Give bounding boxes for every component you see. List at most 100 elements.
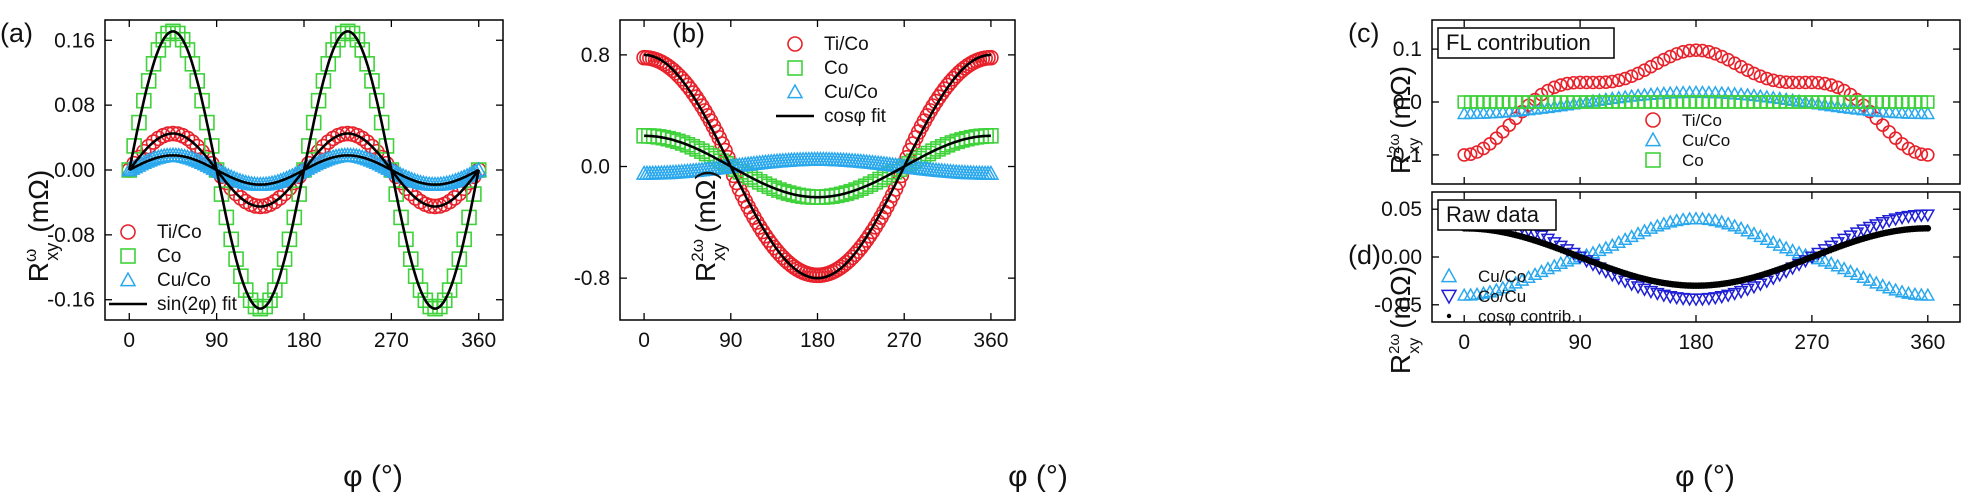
data-point-d-1 xyxy=(1727,287,1742,301)
data-point-a-1 xyxy=(305,114,322,131)
data-point-a-1 xyxy=(398,231,414,248)
panel-a: (a) 0 90 180 270 360 -0.16 -0.08 0.00 0.08 0.16 Ti… xyxy=(0,18,504,493)
data-point-b-0 xyxy=(685,85,702,101)
y-label-main-d: R xyxy=(1385,354,1416,374)
data-point-d-0 xyxy=(1540,261,1556,275)
y-label-main-c: R xyxy=(1385,154,1416,174)
data-point-d-0 xyxy=(1495,280,1511,294)
data-point-c-0 xyxy=(1657,52,1671,67)
data-point-c-0 xyxy=(1547,80,1562,95)
panel-c: (c) -0.1 0.0 0.1 FL contribution Ti/CoCu/CoC… xyxy=(1348,18,1961,185)
data-point-a-1 xyxy=(252,300,269,317)
data-point-a-1 xyxy=(286,209,303,226)
data-point-d-0 xyxy=(1888,282,1903,296)
data-point-c-0 xyxy=(1605,74,1620,89)
plot-b-area: 0 90 180 270 360 -0.8 0.0 0.8 Ti/Co Co Cu/Co cosφ f… xyxy=(574,19,1016,352)
data-point-d-0 xyxy=(1894,284,1910,298)
data-point-a-1 xyxy=(203,138,220,154)
data-point-a-1 xyxy=(276,251,293,267)
data-point-d-0 xyxy=(1605,237,1620,251)
data-point-a-1 xyxy=(271,268,288,285)
data-point-d-1 xyxy=(1875,216,1891,231)
data-point-d-0 xyxy=(1823,255,1839,269)
legend-marker-icon-a xyxy=(120,248,136,264)
data-point-c-0 xyxy=(1470,145,1484,159)
data-point-a-1 xyxy=(165,23,181,40)
legend-label-c: Ti/Co xyxy=(1682,111,1722,130)
data-point-a-1 xyxy=(174,31,191,48)
data-point-a-1 xyxy=(213,186,230,202)
y-tick-label-a: 0.16 xyxy=(54,29,95,52)
data-point-c-0 xyxy=(1714,49,1729,64)
data-point-a-1 xyxy=(436,292,453,309)
legend-label-d: Cu/Co xyxy=(1478,267,1526,286)
data-point-d-0 xyxy=(1598,240,1614,254)
data-point-a-1 xyxy=(369,92,385,109)
data-point-d-0 xyxy=(1778,240,1794,254)
data-point-c-0 xyxy=(1779,75,1793,90)
panel-label-c: (c) xyxy=(1348,18,1379,48)
legend-label-b: Ti/Co xyxy=(824,34,869,55)
data-point-c-0 xyxy=(1579,75,1594,90)
y-label-sub-b: xy xyxy=(709,243,729,261)
data-point-c-0 xyxy=(1721,52,1735,67)
data-point-d-0 xyxy=(1643,220,1659,234)
data-point-d-1 xyxy=(1862,221,1878,235)
legend-label-b: Co xyxy=(824,58,848,79)
data-point-c-0 xyxy=(1817,76,1832,91)
data-point-d-0 xyxy=(1720,216,1736,230)
data-point-a-0 xyxy=(179,130,196,147)
y-tick-label-c: 0.1 xyxy=(1393,38,1422,61)
y-tick-label-d: -0.05 xyxy=(1374,294,1422,317)
legend-label-a: sin(2φ) fit xyxy=(157,294,238,315)
data-point-a-1 xyxy=(412,282,429,298)
data-point-b-0 xyxy=(858,232,875,248)
legend-marker-icon-b xyxy=(787,60,803,76)
legend-marker-icon-a xyxy=(119,271,137,287)
y-label-main-a: R xyxy=(23,262,54,282)
y-axis-label-b: R2ω xy (mΩ) xyxy=(688,170,729,282)
data-point-d-0 xyxy=(1534,264,1549,278)
x-tick-label-a: 0 xyxy=(123,329,135,352)
data-point-c-0 xyxy=(1566,75,1581,90)
data-point-b-0 xyxy=(855,236,872,252)
data-point-c-1 xyxy=(1817,97,1833,111)
data-point-d-1 xyxy=(1624,278,1639,292)
data-point-d-1 xyxy=(1920,209,1936,223)
y-label-sup-d: 2ω xyxy=(1386,334,1403,354)
x-tick-label-b: 270 xyxy=(887,329,922,352)
data-point-c-0 xyxy=(1921,148,1935,162)
legend-label-b: cosφ fit xyxy=(824,106,887,127)
data-point-d-0 xyxy=(1791,245,1807,259)
data-point-c-0 xyxy=(1695,43,1710,58)
y-label-sub-c: xy xyxy=(1406,138,1423,154)
x-tick-label-d: 180 xyxy=(1678,331,1713,354)
data-point-a-1 xyxy=(373,114,390,131)
data-point-d-2 xyxy=(1924,225,1932,232)
y-label-sub-a: xy xyxy=(42,243,62,261)
data-point-a-1 xyxy=(451,251,468,267)
data-point-b-0 xyxy=(835,257,852,273)
data-point-d-0 xyxy=(1901,285,1916,299)
data-point-d-1 xyxy=(1534,230,1549,244)
data-point-a-1 xyxy=(466,186,482,202)
data-point-c-0 xyxy=(1824,78,1839,92)
series-line-a xyxy=(128,154,480,186)
data-point-d-0 xyxy=(1637,223,1652,237)
data-point-c-0 xyxy=(1560,76,1575,91)
data-point-d-0 xyxy=(1592,243,1607,257)
data-point-d-1 xyxy=(1894,211,1910,226)
y-label-unit-a: (mΩ) xyxy=(23,170,54,233)
data-point-c-0 xyxy=(1618,71,1632,86)
panel-label-b: (b) xyxy=(672,18,705,48)
data-point-c-0 xyxy=(1599,75,1613,90)
data-point-d-0 xyxy=(1733,220,1749,234)
data-point-d-1 xyxy=(1843,230,1858,244)
legend-label-c: Co xyxy=(1682,151,1704,170)
data-point-c-0 xyxy=(1573,75,1587,90)
data-point-c-1 xyxy=(1830,99,1845,113)
y-label-unit-d: (mΩ) xyxy=(1385,266,1416,329)
data-point-c-0 xyxy=(1753,69,1768,84)
data-point-c-0 xyxy=(1650,56,1665,70)
